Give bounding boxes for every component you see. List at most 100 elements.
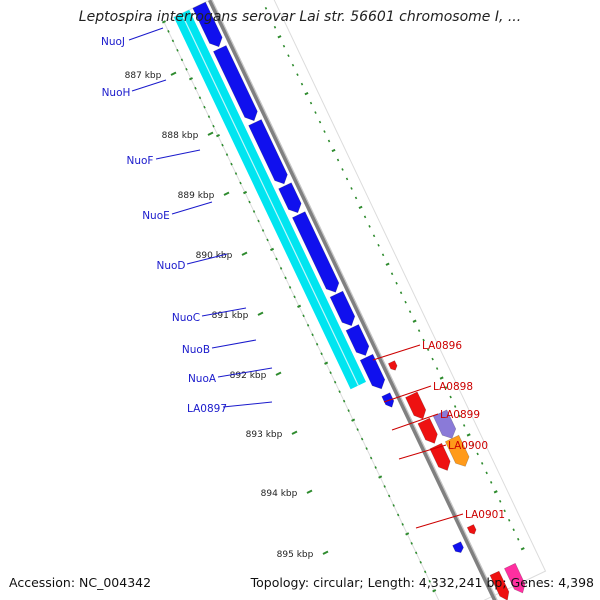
scale-dot <box>392 504 395 507</box>
scale-dot <box>493 490 498 494</box>
scale-dot <box>320 352 323 356</box>
kbp-tick-label: 891 kbp <box>212 311 249 321</box>
kbp-tick-mark <box>306 489 313 494</box>
scale-dot <box>315 342 319 346</box>
map-title: Leptospira interrogans serovar Lai str. … <box>78 9 522 25</box>
scale-dot <box>311 333 314 337</box>
red-gene-la0901 <box>466 524 477 535</box>
scale-dot <box>489 481 493 484</box>
blue-gene-7 <box>345 324 370 356</box>
blue-gene-1 <box>192 1 223 48</box>
scale-dot <box>476 452 479 456</box>
scale-dot <box>503 509 506 513</box>
scale-dot <box>399 291 403 295</box>
kbp-tick-mark <box>170 71 177 76</box>
scale-dot <box>412 319 417 323</box>
scale-dot <box>230 162 233 166</box>
scale-dot <box>405 532 410 536</box>
left-gene-label: NuoA <box>188 373 217 385</box>
scale-dot <box>498 499 502 503</box>
scale-dot <box>277 35 282 39</box>
scale-dot <box>428 579 431 583</box>
scale-dot <box>395 281 398 285</box>
scale-dot <box>161 20 166 24</box>
kbp-tick-mark <box>291 430 298 435</box>
kbp-tick-mark <box>275 371 282 376</box>
left-gene-leader <box>211 339 257 349</box>
scale-dot <box>273 25 277 29</box>
blue-gene-2 <box>212 45 258 122</box>
kbp-tick-mark <box>257 311 264 316</box>
left-gene-leader <box>201 307 247 317</box>
scale-dot <box>404 300 407 304</box>
scale-dot <box>517 537 520 541</box>
tick-marks <box>161 0 525 593</box>
scale-dot <box>171 39 175 43</box>
scale-dot <box>466 433 471 437</box>
topology-summary: Topology: circular; Length: 4,332,241 bp… <box>250 575 594 590</box>
scale-dot <box>471 443 475 446</box>
scale-dot <box>365 447 368 450</box>
scale-dot <box>297 304 302 308</box>
kbp-tick-mark <box>223 191 230 196</box>
left-gene-leader <box>186 253 228 265</box>
scale-dot <box>444 386 448 389</box>
scale-dot <box>243 190 248 195</box>
scale-dot <box>269 16 272 20</box>
scale-dot <box>449 395 452 399</box>
scale-dot <box>354 196 358 200</box>
scale-dot <box>203 105 206 109</box>
scale-dot <box>194 86 197 90</box>
kbp-tick-mark <box>207 131 214 136</box>
scale-dot <box>419 560 422 564</box>
right-gene-label: LA0901 <box>465 509 505 521</box>
scale-dot <box>410 542 413 545</box>
scale-dot <box>188 77 193 81</box>
scale-dot <box>282 44 286 48</box>
right-gene-leader <box>372 344 421 361</box>
scale-dot <box>327 139 331 143</box>
scale-dot <box>248 200 251 204</box>
scale-dot <box>453 405 457 408</box>
scale-dot <box>387 494 391 498</box>
left-gene-label: NuoH <box>102 87 131 99</box>
kbp-tick-label: 893 kbp <box>246 430 283 440</box>
scale-dot <box>383 485 386 488</box>
scale-dot <box>266 238 269 242</box>
scale-dot <box>261 229 265 232</box>
kbp-tick-mark <box>322 550 329 555</box>
scale-dot <box>284 276 287 280</box>
blue-gene-6 <box>329 290 356 327</box>
blue-gene-8 <box>359 353 386 390</box>
left-gene-label: LA0897 <box>187 403 227 415</box>
left-gene-leader <box>222 401 273 408</box>
scale-dot <box>180 58 184 62</box>
right-gene-label: LA0900 <box>448 440 488 452</box>
scale-dot <box>480 462 484 465</box>
scale-dot <box>363 215 367 219</box>
left-gene-leader <box>171 201 213 215</box>
scale-dot <box>287 54 290 58</box>
kbp-tick-label: 894 kbp <box>261 489 298 499</box>
scale-dot <box>288 286 292 289</box>
scale-dot <box>215 134 221 138</box>
scale-dot <box>377 243 380 247</box>
blue-gene-la0897 <box>381 392 395 408</box>
red-gene-la0899 <box>429 442 451 471</box>
left-gene-label: NuoD <box>156 260 185 272</box>
left-gene-leader <box>155 149 201 160</box>
scale-dot <box>485 471 488 475</box>
feature-tracks <box>163 0 547 600</box>
scale-dot <box>431 357 434 361</box>
kbp-tick-label: 889 kbp <box>178 191 215 201</box>
scale-dot <box>512 528 515 532</box>
right-gene-leader <box>383 385 432 403</box>
red-gene-bottom <box>489 570 510 600</box>
scale-dot <box>257 219 260 223</box>
scale-dot <box>306 323 310 327</box>
left-gene-label: NuoJ <box>101 36 125 48</box>
scale-dot <box>381 253 385 257</box>
kbp-tick-label: 895 kbp <box>277 550 314 560</box>
